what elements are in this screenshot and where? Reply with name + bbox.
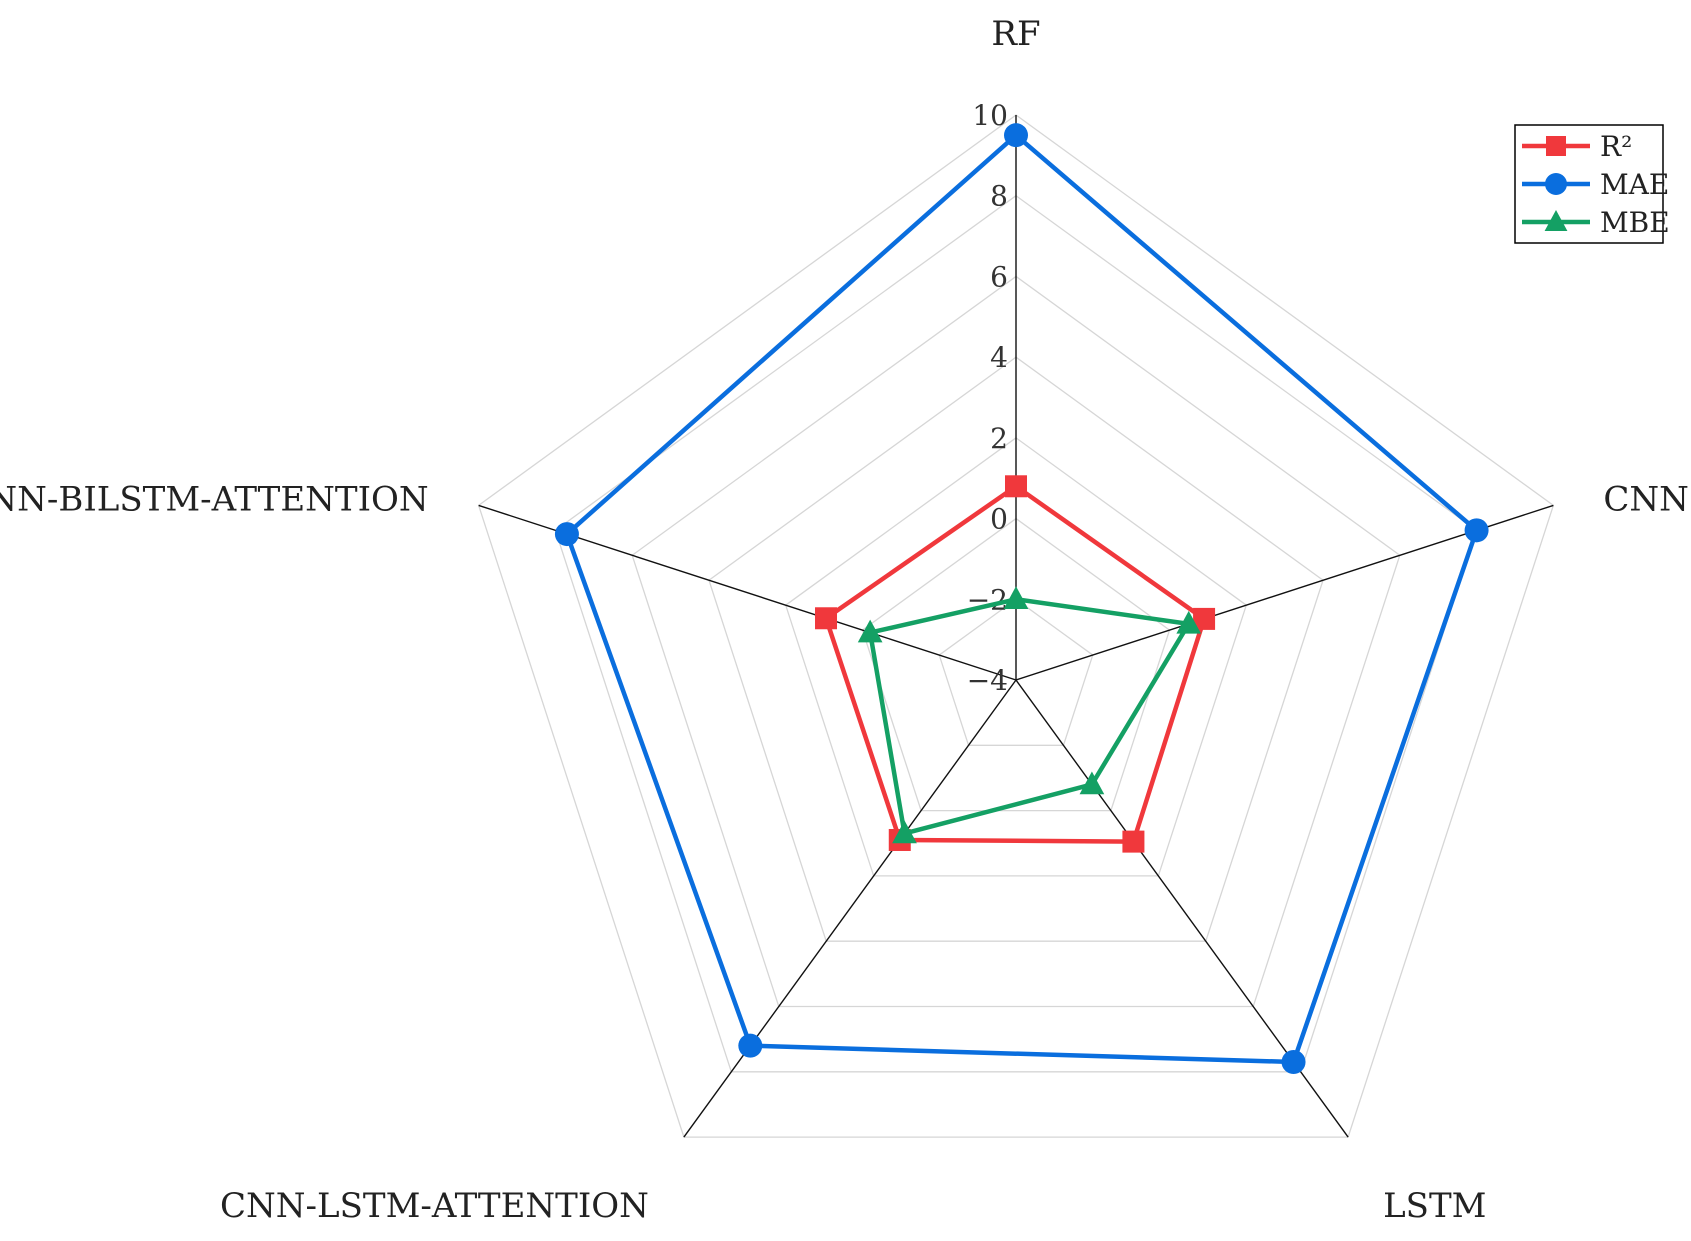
series-r [815, 475, 1216, 853]
data-point [1005, 475, 1027, 498]
axis-label: LSTM [1383, 1186, 1486, 1226]
legend: R² MAE MBE [1514, 124, 1670, 244]
data-series [554, 123, 1489, 1075]
axis-spoke [1015, 504, 1554, 681]
axis-label: CNN-BILSTM-ATTENTION [0, 479, 429, 519]
radar-grid [477, 114, 1555, 1138]
radial-tick-label: 10 [972, 99, 1008, 132]
data-point [1176, 610, 1202, 634]
series-line [867, 597, 1191, 836]
axis-labels: RF CNN LSTM CNN-LSTM-ATTENTION CNN-BILSTM-AT… [0, 14, 1689, 1226]
grid-ring [861, 517, 1171, 812]
radar-spokes [478, 115, 1554, 1138]
data-point [815, 607, 838, 630]
data-point [1464, 518, 1489, 543]
data-point [1193, 607, 1216, 630]
data-point [1546, 136, 1566, 156]
radial-tick-label: 8 [990, 180, 1008, 213]
series-mae [554, 123, 1489, 1075]
series-mbe [857, 586, 1202, 844]
axis-label: RF [991, 14, 1040, 54]
radial-tick-label: 4 [990, 341, 1008, 374]
grid-ring [938, 598, 1094, 746]
radial-tick-label: 0 [990, 503, 1008, 536]
series-line [564, 132, 1479, 1065]
data-point [1281, 1050, 1306, 1075]
data-point [1544, 210, 1568, 231]
grid-ring [784, 437, 1248, 877]
radial-tick-label: 6 [990, 260, 1008, 293]
legend-entry: R² [1522, 130, 1632, 163]
grid-ring [477, 114, 1555, 1138]
radial-tick-label: 2 [990, 422, 1008, 455]
legend-label: MAE [1600, 168, 1669, 201]
axis-spoke [683, 679, 1017, 1138]
data-point [1122, 830, 1145, 853]
data-point [1004, 123, 1028, 148]
axis-label: CNN [1603, 479, 1689, 519]
grid-ring [631, 275, 1401, 1008]
data-point [1545, 173, 1567, 195]
grid-ring [708, 356, 1324, 942]
legend-entry: MBE [1522, 206, 1670, 239]
data-point [857, 619, 883, 643]
series-line [823, 484, 1207, 844]
data-point [738, 1033, 763, 1058]
axis-label: CNN-LSTM-ATTENTION [220, 1186, 649, 1226]
radial-tick-label: −4 [967, 664, 1008, 697]
data-point [1079, 771, 1105, 795]
legend-label: R² [1600, 130, 1632, 163]
data-point [554, 522, 579, 547]
legend-label: MBE [1600, 206, 1670, 239]
legend-entry: MAE [1522, 168, 1669, 201]
data-point [892, 820, 917, 844]
data-point [1003, 586, 1029, 610]
